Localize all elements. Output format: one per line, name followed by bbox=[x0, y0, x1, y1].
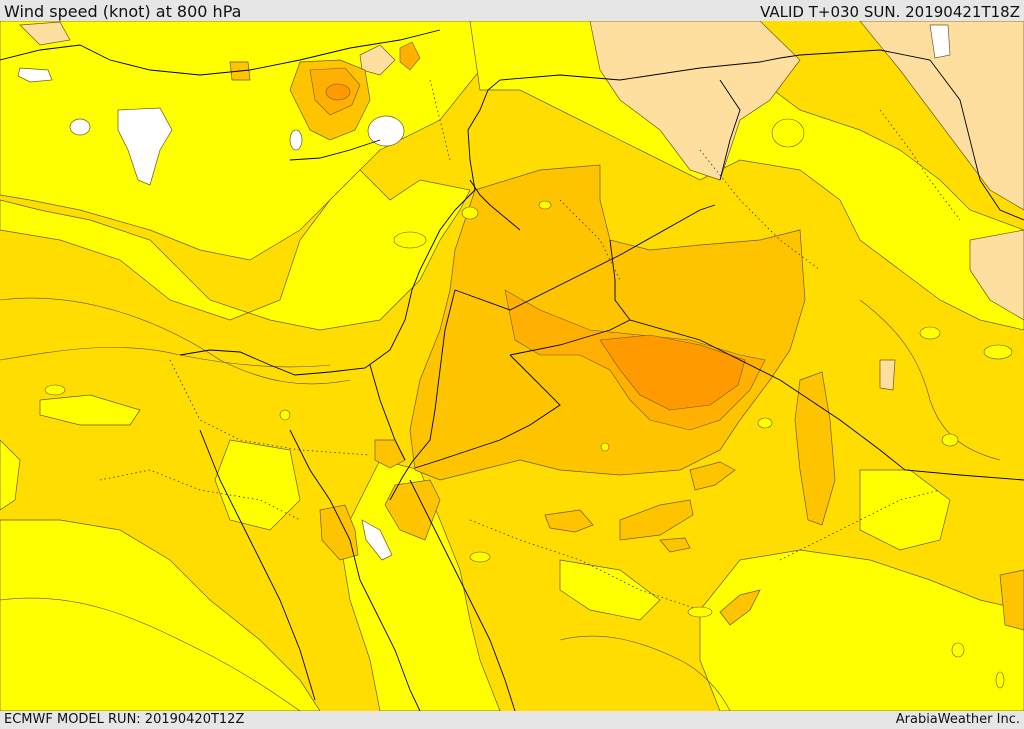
low-speed-regions bbox=[0, 21, 1024, 711]
wind-speed-map bbox=[0, 21, 1024, 711]
model-run-label: ECMWF MODEL RUN: 20190420T12Z bbox=[4, 712, 245, 727]
strongest-speed-regions bbox=[325, 83, 746, 411]
map-title: Wind speed (knot) at 800 hPa bbox=[4, 2, 242, 21]
valid-time-label: VALID T+030 SUN. 20190421T18Z bbox=[760, 3, 1020, 21]
contour-lines bbox=[0, 297, 1001, 711]
small-contour-patches bbox=[44, 118, 1013, 689]
lowest-speed-regions bbox=[19, 21, 1024, 391]
footer-bar: ECMWF MODEL RUN: 20190420T12Z ArabiaWeat… bbox=[0, 711, 1024, 729]
calm-regions bbox=[17, 24, 951, 561]
header-bar: Wind speed (knot) at 800 hPa VALID T+030… bbox=[0, 0, 1024, 21]
country-borders bbox=[0, 29, 1024, 711]
credit-label: ArabiaWeather Inc. bbox=[895, 712, 1020, 727]
